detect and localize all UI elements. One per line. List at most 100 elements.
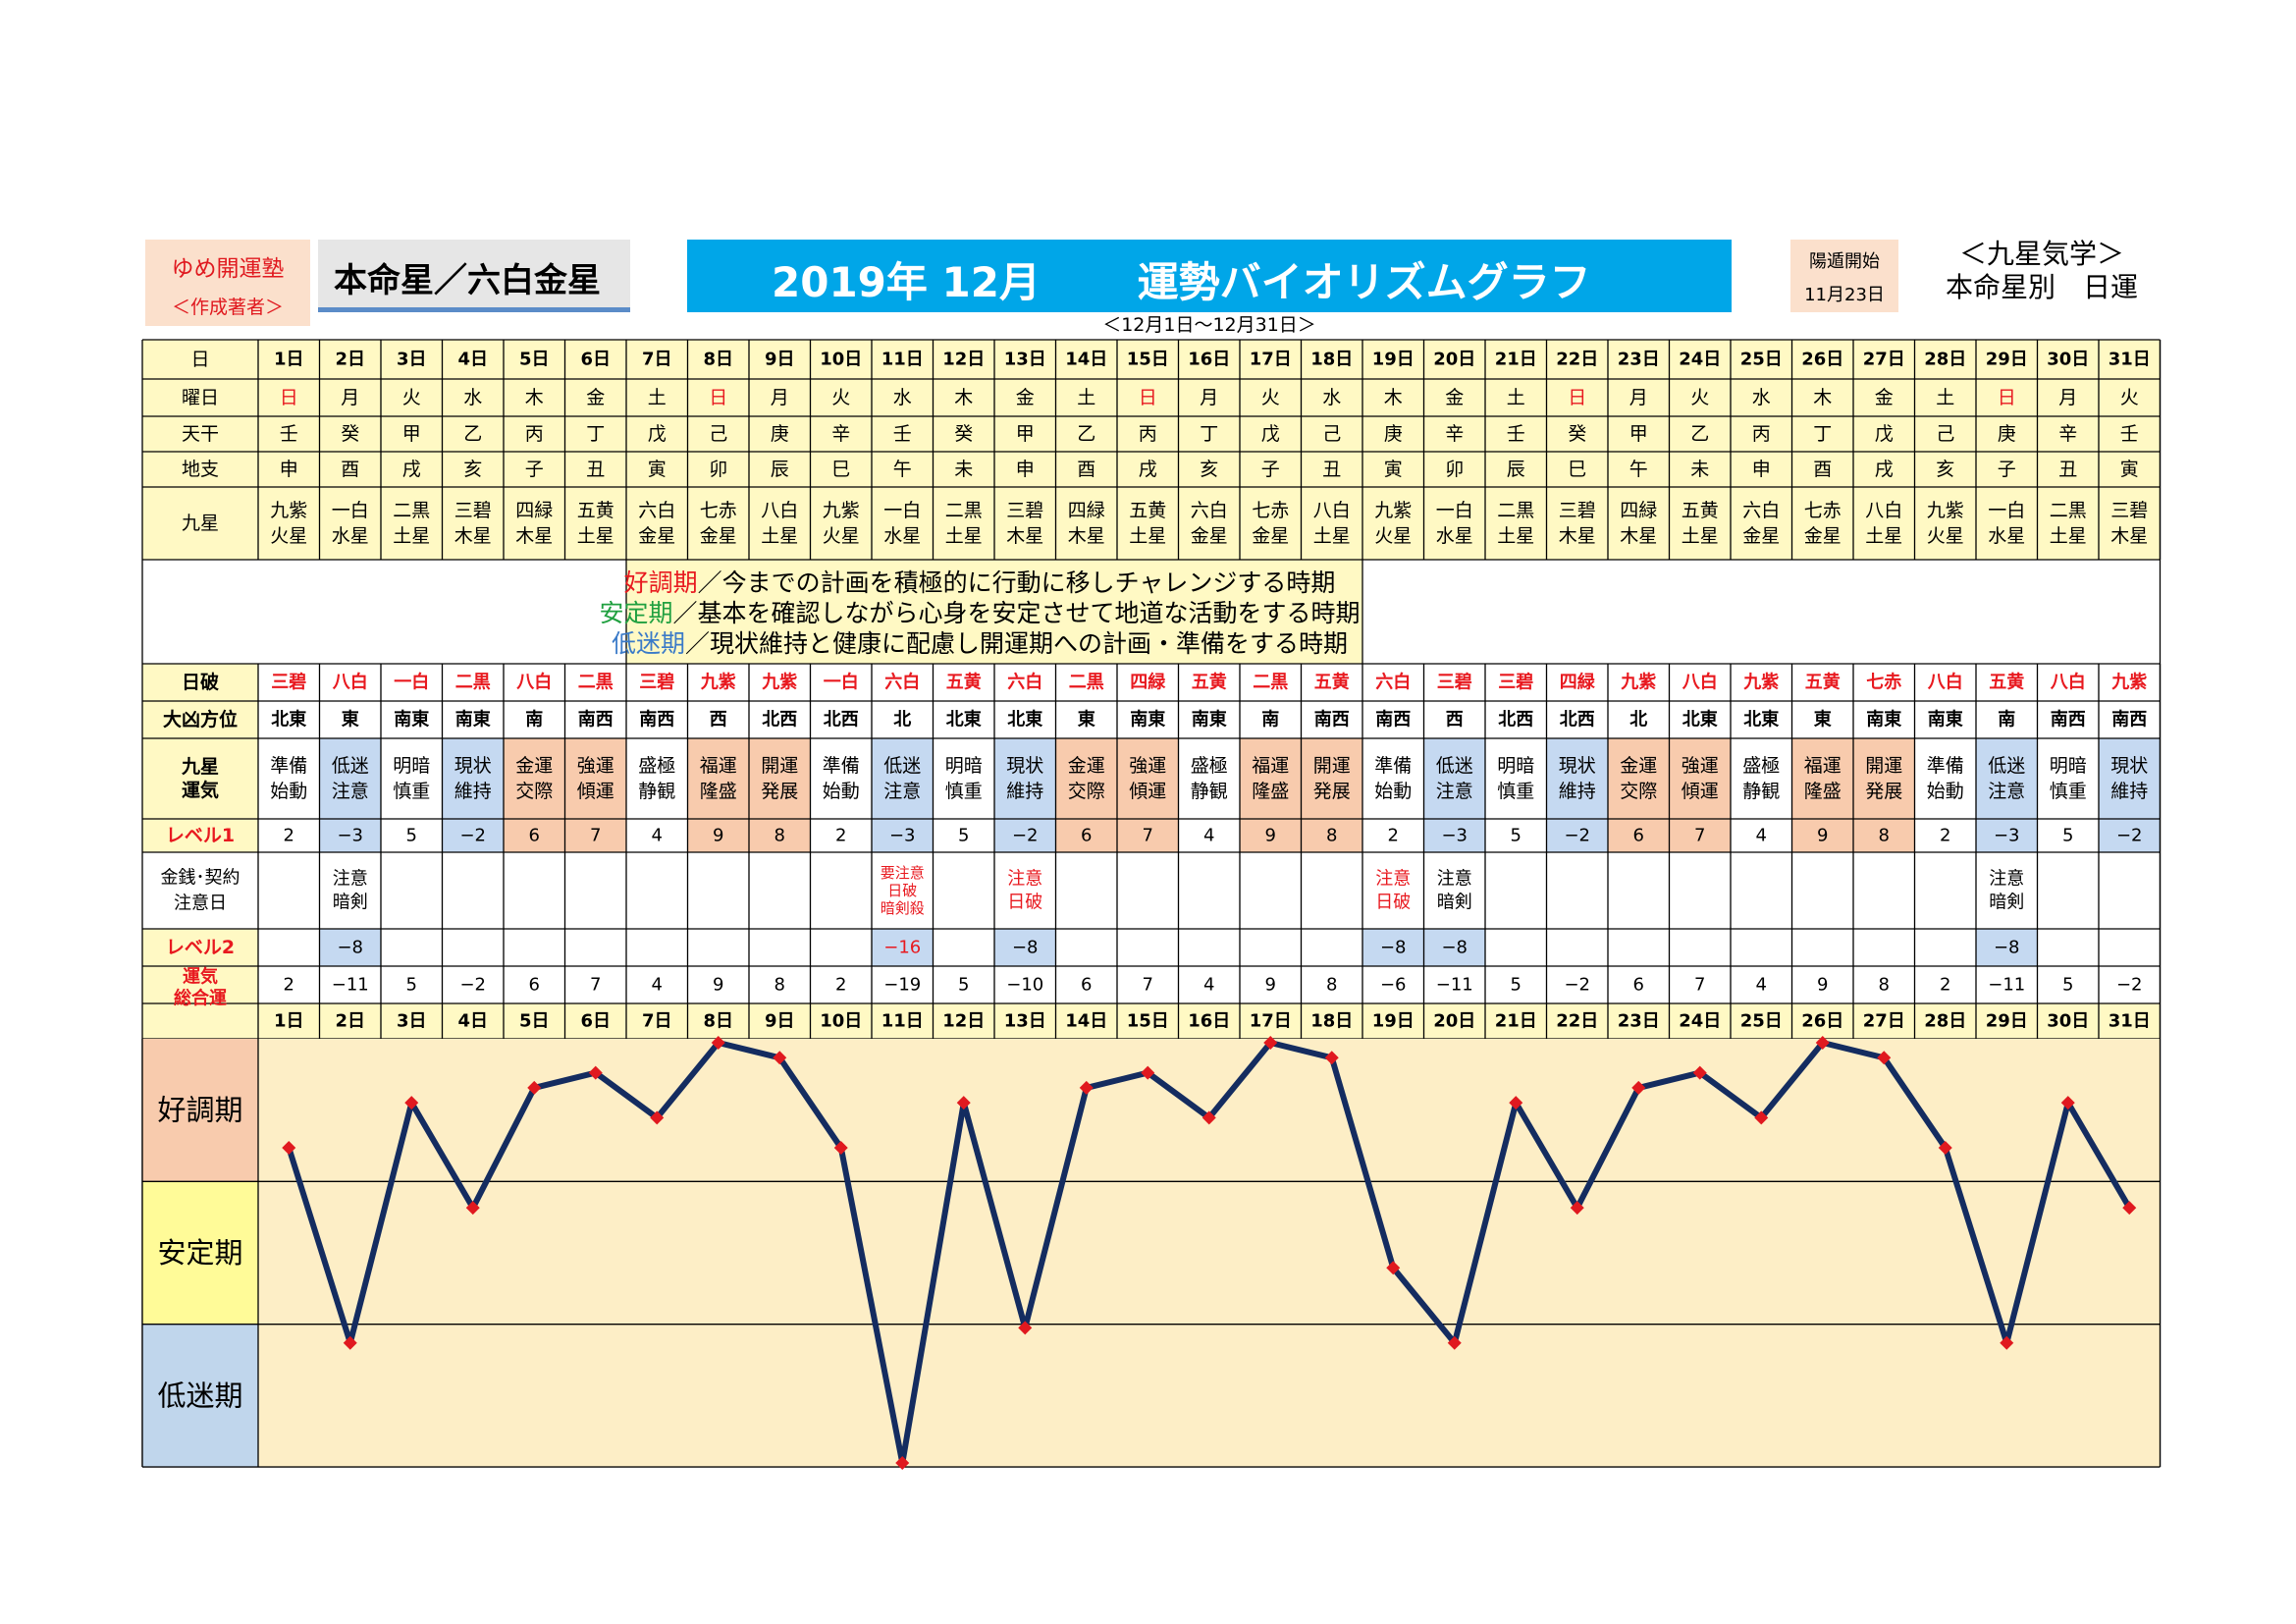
level1-cell: −3 — [1441, 826, 1468, 846]
unki-cell: 低迷 — [1436, 755, 1473, 777]
level1-cell: 6 — [529, 826, 540, 846]
level1-cell: −3 — [337, 826, 363, 846]
data-point — [1692, 1065, 1707, 1080]
total-cell: 9 — [713, 975, 723, 996]
direction-cell: 北西 — [1560, 710, 1595, 731]
unki-cell: 準備 — [1927, 755, 1964, 777]
day-cell: 21日 — [1495, 350, 1537, 370]
caution-cell: 注意 — [333, 869, 368, 890]
unki-cell: 準備 — [823, 755, 860, 777]
unki-cell-bg — [1546, 738, 1608, 819]
weekday-cell: 日 — [709, 387, 727, 408]
honmei-sign: 本命星／六白金星 — [318, 240, 630, 312]
total-cell: 6 — [1081, 975, 1092, 996]
unki-cell: 明暗 — [393, 755, 430, 777]
kyusei-cell: 木星 — [1006, 525, 1043, 547]
level1-cell: 8 — [1879, 826, 1890, 846]
weekday-cell: 水 — [893, 387, 912, 408]
row-bg-l2 — [258, 929, 2161, 966]
unki-cell: 開運 — [761, 755, 798, 777]
unki-cell: 盛極 — [1191, 755, 1228, 777]
day-cell: 28日 — [1924, 350, 1966, 370]
level2-cell: −8 — [1441, 938, 1468, 958]
kyusei-cell: 土星 — [2050, 525, 2087, 547]
direction-cell: 南西 — [2051, 709, 2086, 731]
unki-cell: 注意 — [1436, 781, 1473, 802]
level1-cell-bg — [319, 819, 381, 852]
kyusei-cell: 三碧 — [1006, 500, 1043, 521]
direction-cell: 南 — [525, 709, 543, 731]
caution-label-bg — [142, 852, 258, 929]
data-point — [1631, 1080, 1646, 1095]
unki-cell-bg — [319, 738, 381, 819]
hakai-cell: 八白 — [1928, 672, 1963, 693]
unki-cell-bg — [749, 738, 811, 819]
zone-label: 好調期 — [157, 1094, 242, 1127]
weekday-cell: 木 — [954, 387, 973, 408]
caution-cell: 日破 — [1007, 893, 1042, 913]
unki-cell: 開運 — [1865, 755, 1902, 777]
zone-label: 安定期 — [157, 1236, 242, 1270]
data-point — [1877, 1051, 1892, 1065]
kyusei-cell: 二黒 — [393, 500, 430, 521]
kyusei-cell: 六白 — [638, 500, 675, 521]
day-cell-bottom: 13日 — [1004, 1011, 1046, 1032]
level1-cell-bg — [687, 819, 749, 852]
chishi-cell: 酉 — [1077, 459, 1095, 480]
tenkan-cell: 庚 — [1998, 423, 2016, 445]
kyusei-cell: 三碧 — [454, 500, 492, 521]
kyusei-cell: 二黒 — [945, 500, 983, 521]
level1-cell: 5 — [406, 826, 417, 846]
unki-cell: 注意 — [883, 781, 921, 802]
chishi-cell: 子 — [1998, 459, 2016, 480]
direction-cell: 東 — [342, 709, 359, 731]
level1-cell-bg — [504, 819, 565, 852]
caution-cell: 注意 — [1437, 869, 1472, 890]
unki-cell: 金運 — [1068, 755, 1105, 777]
hakai-cell: 九紫 — [1742, 672, 1779, 693]
kyusei-cell: 木星 — [454, 525, 492, 547]
total-cell: 9 — [1265, 975, 1276, 996]
day-cell-bottom: 24日 — [1679, 1011, 1721, 1032]
level1-cell-bg — [1546, 819, 1608, 852]
data-point — [1754, 1110, 1769, 1125]
unki-cell-bg — [1791, 738, 1853, 819]
kyusei-cell: 木星 — [2110, 525, 2148, 547]
weekday-cell: 火 — [1261, 387, 1280, 408]
unki-cell: 発展 — [1313, 781, 1351, 802]
day-cell-bottom: 10日 — [820, 1011, 862, 1032]
row-label-unki: 九星 — [181, 756, 219, 778]
day-cell-bottom: 19日 — [1372, 1011, 1415, 1032]
direction-cell: 西 — [710, 710, 727, 731]
hakai-cell: 九紫 — [2110, 672, 2147, 693]
hakai-cell: 七赤 — [1866, 673, 1901, 693]
unki-cell: 交際 — [1068, 781, 1105, 802]
total-cell: 7 — [1143, 975, 1153, 996]
kyusei-cell: 水星 — [1988, 525, 2025, 547]
tenkan-cell: 辛 — [831, 423, 850, 445]
tenkan-cell: 己 — [1936, 423, 1954, 445]
day-cell-bottom: 15日 — [1127, 1011, 1169, 1032]
level1-cell: 6 — [1633, 826, 1644, 846]
legend-box-bg — [626, 560, 1362, 664]
total-cell: −11 — [332, 975, 369, 996]
weekday-cell: 日 — [1998, 387, 2016, 408]
chishi-cell: 戌 — [1139, 459, 1157, 480]
level1-cell: 8 — [774, 826, 785, 846]
day-cell-bottom: 17日 — [1250, 1011, 1292, 1032]
unki-cell: 福運 — [700, 755, 737, 777]
data-point — [2122, 1201, 2137, 1216]
tenkan-cell: 己 — [709, 423, 727, 445]
chishi-cell: 申 — [280, 459, 298, 480]
row-label-weekday: 曜日 — [182, 387, 219, 408]
kyusei-cell: 一白 — [332, 500, 369, 521]
unki-cell: 交際 — [1620, 781, 1657, 802]
tenkan-cell: 壬 — [2120, 423, 2139, 445]
kyusei-cell: 火星 — [823, 525, 860, 547]
day-cell: 16日 — [1188, 350, 1230, 370]
total-cell: 2 — [284, 975, 294, 996]
unki-cell: 始動 — [1374, 781, 1412, 802]
unki-cell: 明暗 — [2050, 755, 2087, 777]
day-cell: 29日 — [1986, 350, 2028, 370]
day-cell: 12日 — [942, 350, 985, 370]
